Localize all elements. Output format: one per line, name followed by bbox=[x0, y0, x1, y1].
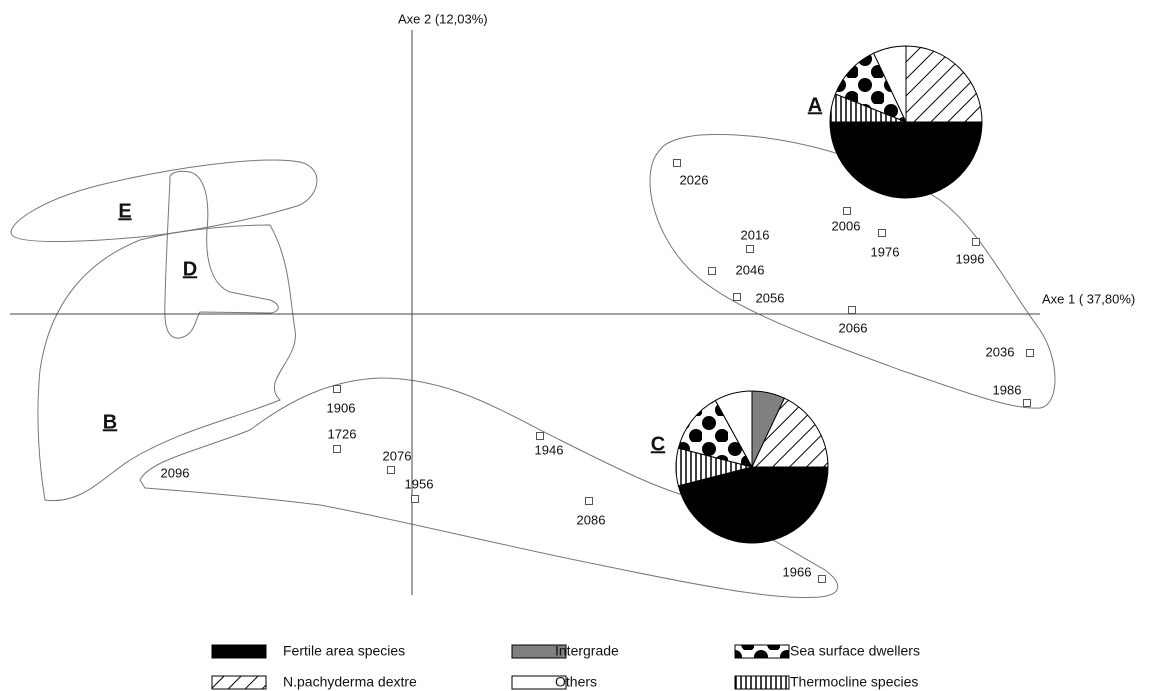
point-label: 2066 bbox=[839, 320, 868, 335]
group-e-outline bbox=[10, 159, 318, 242]
legend-swatch bbox=[734, 675, 790, 690]
group-outlines bbox=[10, 133, 1056, 599]
group-d-outline bbox=[164, 170, 279, 339]
pie-slice bbox=[829, 121, 983, 199]
legend-label: Sea surface dwellers bbox=[790, 643, 920, 659]
point-label: 2046 bbox=[736, 262, 765, 277]
point-label: 1946 bbox=[535, 442, 564, 457]
pie-slice bbox=[677, 466, 829, 544]
legend-label: Others bbox=[555, 674, 597, 690]
point-marker bbox=[843, 207, 851, 215]
legend-label: Fertile area species bbox=[283, 643, 405, 659]
legend-swatch bbox=[734, 644, 790, 659]
point-label: 1906 bbox=[327, 400, 356, 415]
point-marker bbox=[708, 267, 716, 275]
point-marker bbox=[1026, 349, 1034, 357]
point-label: 2056 bbox=[756, 290, 785, 305]
legend-label: N.pachyderma dextre bbox=[283, 674, 417, 690]
legend-label: Intergrade bbox=[555, 643, 619, 659]
point-marker bbox=[878, 229, 886, 237]
pie-slice bbox=[677, 399, 753, 468]
point-marker bbox=[848, 306, 856, 314]
point-label: 1726 bbox=[328, 426, 357, 441]
legend-swatch bbox=[511, 644, 567, 659]
group-a-outline bbox=[649, 133, 1056, 409]
group-label: B bbox=[103, 411, 117, 433]
point-label: 1956 bbox=[405, 476, 434, 491]
group-label: E bbox=[118, 200, 131, 222]
point-marker bbox=[333, 445, 341, 453]
point-marker bbox=[171, 470, 179, 478]
point-label: 1986 bbox=[993, 382, 1022, 397]
point-marker bbox=[733, 293, 741, 301]
point-marker bbox=[585, 497, 593, 505]
point-marker bbox=[673, 159, 681, 167]
group-label: C bbox=[651, 433, 665, 455]
pie-slice bbox=[714, 390, 753, 468]
group-label: A bbox=[808, 94, 822, 116]
pie-slice bbox=[751, 397, 829, 468]
y-axis-label: Axe 2 (12,03%) bbox=[398, 11, 488, 26]
x-axis-label: Axe 1 ( 37,80%) bbox=[1042, 291, 1135, 306]
point-label: 2076 bbox=[383, 448, 412, 463]
point-marker bbox=[746, 245, 754, 253]
point-marker bbox=[411, 495, 419, 503]
point-label: 1996 bbox=[956, 251, 985, 266]
point-label: 2086 bbox=[577, 512, 606, 527]
point-label: 2026 bbox=[680, 172, 709, 187]
point-label: 2006 bbox=[832, 218, 861, 233]
legend-swatch bbox=[211, 644, 267, 659]
point-marker bbox=[972, 238, 980, 246]
group-b-outline bbox=[37, 224, 296, 502]
pie-slice bbox=[905, 45, 983, 123]
point-marker bbox=[333, 385, 341, 393]
legend-swatch bbox=[511, 675, 567, 690]
pie-slice bbox=[872, 45, 907, 123]
point-label: 1976 bbox=[871, 244, 900, 259]
point-label: 2036 bbox=[986, 344, 1015, 359]
point-marker bbox=[818, 575, 826, 583]
point-marker bbox=[1023, 399, 1031, 407]
point-marker bbox=[387, 466, 395, 474]
legend-swatch bbox=[211, 675, 267, 690]
point-label: 2096 bbox=[161, 465, 190, 480]
point-label: 1966 bbox=[783, 564, 812, 579]
group-c-outline bbox=[139, 377, 838, 599]
group-label: D bbox=[183, 258, 197, 280]
legend-label: Thermocline species bbox=[790, 674, 918, 690]
point-marker bbox=[536, 432, 544, 440]
point-label: 2016 bbox=[741, 227, 770, 242]
